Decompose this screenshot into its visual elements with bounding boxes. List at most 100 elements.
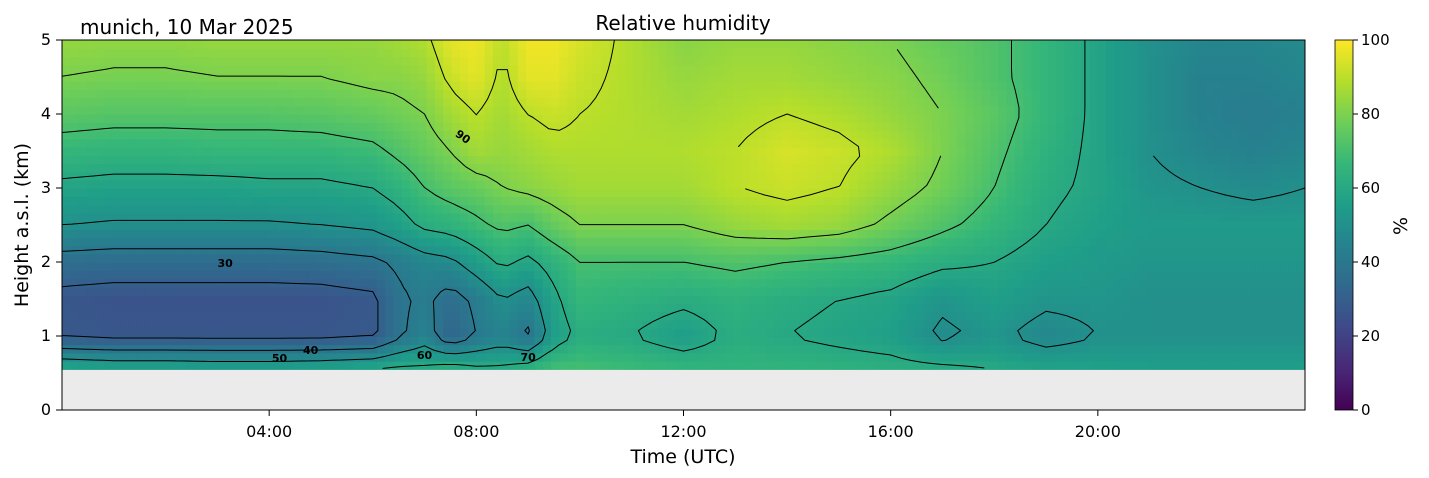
humidity-cell [1188,122,1198,132]
humidity-cell [741,122,751,132]
humidity-cell [78,138,88,148]
humidity-cell [567,188,577,198]
humidity-cell [758,254,767,263]
humidity-cell [1056,286,1066,296]
humidity-cell [178,262,187,272]
humidity-cell [584,311,593,321]
humidity-cell [741,171,751,181]
humidity-cell [724,130,734,140]
humidity-cell [459,286,469,296]
humidity-cell [360,212,370,222]
humidity-cell [1097,114,1107,123]
humidity-cell [318,89,328,99]
humidity-cell [882,171,892,181]
humidity-cell [1230,212,1240,222]
humidity-cell [1263,311,1273,321]
humidity-cell [1296,286,1305,296]
humidity-cell [915,295,925,305]
humidity-cell [476,105,486,115]
humidity-cell [410,328,419,337]
humidity-cell [882,105,892,115]
humidity-cell [923,179,933,189]
humidity-cell [1089,105,1099,115]
humidity-cell [285,171,295,181]
humidity-cell [733,336,743,346]
humidity-cell [376,114,386,123]
humidity-cell [890,270,900,280]
humidity-cell [95,328,105,337]
humidity-cell [625,221,635,230]
humidity-cell [476,270,486,280]
humidity-cell [1255,138,1265,148]
humidity-cell [509,286,519,296]
humidity-cell [1130,303,1140,313]
humidity-cell [1097,278,1107,288]
humidity-cell [633,262,643,272]
humidity-cell [219,352,229,362]
humidity-cell [733,352,743,362]
humidity-cell [998,212,1008,222]
humidity-cell [575,245,585,255]
humidity-cell [1263,319,1273,329]
humidity-cell [716,352,726,362]
humidity-cell [791,336,801,346]
humidity-cell [285,163,295,173]
humidity-cell [1114,270,1124,280]
humidity-cell [1064,262,1074,272]
humidity-cell [1130,237,1140,247]
humidity-cell [799,254,809,263]
humidity-cell [211,212,221,222]
humidity-cell [86,254,96,263]
humidity-cell [642,138,651,148]
humidity-cell [368,147,378,156]
humidity-cell [642,254,651,263]
humidity-cell [1164,130,1174,140]
humidity-cell [832,361,842,370]
humidity-cell [567,270,577,280]
humidity-cell [252,204,262,214]
humidity-cell [981,278,991,288]
humidity-cell [385,278,395,288]
humidity-cell [849,196,859,206]
humidity-cell [691,97,701,107]
humidity-cell [1197,204,1207,214]
humidity-cell [940,147,950,156]
humidity-cell [1255,295,1265,305]
humidity-cell [418,114,428,123]
humidity-cell [136,344,146,354]
humidity-cell [749,237,759,247]
humidity-cell [791,171,801,181]
humidity-cell [1255,155,1265,165]
humidity-cell [642,171,651,181]
humidity-cell [1288,97,1298,107]
humidity-cell [584,319,593,329]
humidity-cell [898,122,908,132]
humidity-cell [932,147,941,156]
humidity-cell [1139,221,1149,230]
humidity-cell [236,237,245,247]
humidity-cell [111,286,121,296]
humidity-cell [650,278,660,288]
humidity-cell [915,270,925,280]
humidity-cell [62,188,71,198]
humidity-cell [965,163,975,173]
humidity-cell [956,336,966,346]
humidity-cell [302,295,312,305]
humidity-cell [1081,229,1091,239]
humidity-cell [211,254,221,263]
humidity-cell [973,130,983,140]
humidity-cell [559,295,569,305]
humidity-cell [1122,122,1132,132]
humidity-cell [816,114,825,123]
humidity-cell [1122,188,1132,198]
humidity-cell [95,254,105,263]
humidity-cell [501,245,511,255]
humidity-cell [990,196,999,206]
humidity-cell [153,262,163,272]
humidity-cell [633,344,643,354]
humidity-cell [907,130,917,140]
humidity-cell [874,204,883,214]
humidity-cell [832,237,842,247]
humidity-cell [1238,303,1248,313]
humidity-cell [633,130,643,140]
